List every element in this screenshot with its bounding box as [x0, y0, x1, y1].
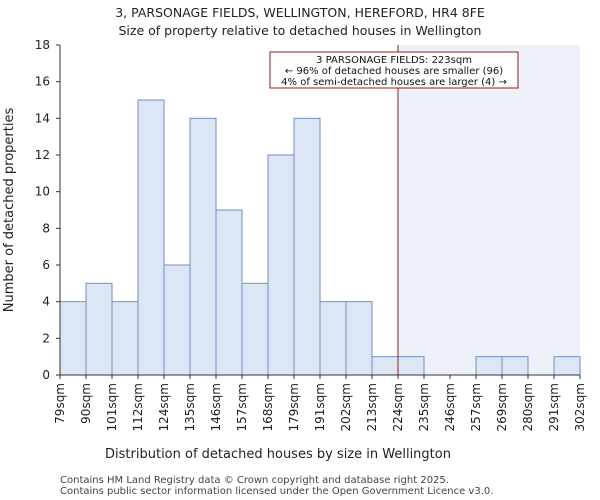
- x-tick-label: 90sqm: [79, 383, 93, 424]
- larger-properties-region: [398, 45, 580, 375]
- y-axis-ticks: 0 2 4 6 8 10 12 14 16 18: [35, 38, 60, 382]
- bar-146sqm: [215, 209, 243, 376]
- x-tick-label: 235sqm: [417, 383, 431, 431]
- y-tick-label: 0: [42, 368, 50, 382]
- annotation-border: [269, 51, 519, 89]
- x-tick-label: 168sqm: [261, 383, 275, 431]
- annotation-line-3: 4% of semi-detached houses are larger (4…: [281, 77, 507, 88]
- x-tick-label: 213sqm: [365, 383, 379, 431]
- y-tick-label: 12: [35, 148, 50, 162]
- bar-135sqm: [189, 117, 217, 376]
- x-tick-label: 191sqm: [313, 383, 327, 431]
- bar-90sqm: [85, 282, 113, 376]
- bar-79sqm: [59, 301, 87, 376]
- y-tick-label: 10: [35, 185, 50, 199]
- x-axis-ticks: 79sqm 90sqm 101sqm 112sqm 124sqm 135sqm 146sqm…: [53, 375, 587, 431]
- bar-124sqm: [163, 264, 191, 376]
- x-tick-label: 302sqm: [573, 383, 587, 431]
- y-tick-label: 6: [42, 258, 50, 272]
- annotation-line-1: 3 PARSONAGE FIELDS: 223sqm: [316, 55, 472, 66]
- x-tick-label: 202sqm: [339, 383, 353, 431]
- annotation-line-2: ← 96% of detached houses are smaller (96…: [285, 66, 503, 77]
- bar-291sqm: [553, 356, 581, 376]
- bar-101sqm: [111, 301, 139, 376]
- x-tick-label: 246sqm: [443, 383, 457, 431]
- bar-168sqm: [267, 154, 295, 376]
- x-tick-label: 112sqm: [131, 383, 145, 431]
- annotation-box: 3 PARSONAGE FIELDS: 223sqm ← 96% of deta…: [269, 51, 519, 89]
- chart-subtitle: Size of property relative to detached ho…: [119, 23, 482, 38]
- x-tick-label: 257sqm: [469, 383, 483, 431]
- y-tick-label: 2: [42, 331, 50, 345]
- x-tick-label: 101sqm: [105, 383, 119, 431]
- x-tick-label: 291sqm: [547, 383, 561, 431]
- x-tick-label: 124sqm: [157, 383, 171, 431]
- y-tick-label: 4: [42, 295, 50, 309]
- bars-group: [59, 99, 581, 376]
- footer-line-2: Contains public sector information licen…: [60, 486, 493, 497]
- bar-202sqm: [345, 301, 373, 376]
- x-tick-label: 280sqm: [521, 383, 535, 431]
- bar-157sqm: [241, 282, 269, 376]
- bar-179sqm: [293, 117, 321, 376]
- x-tick-label: 79sqm: [53, 383, 67, 424]
- y-tick-label: 14: [35, 111, 50, 125]
- x-tick-label: 135sqm: [183, 383, 197, 431]
- footer-line-1: Contains HM Land Registry data © Crown c…: [60, 475, 449, 486]
- x-tick-label: 157sqm: [235, 383, 249, 431]
- x-tick-label: 146sqm: [209, 383, 223, 431]
- bar-257sqm: [475, 356, 503, 376]
- x-axis-label: Distribution of detached houses by size …: [105, 447, 451, 462]
- y-tick-label: 18: [35, 38, 50, 52]
- chart-title: 3, PARSONAGE FIELDS, WELLINGTON, HEREFOR…: [115, 5, 485, 20]
- x-tick-label: 269sqm: [495, 383, 509, 431]
- bar-112sqm: [137, 99, 165, 376]
- y-tick-label: 8: [42, 221, 50, 235]
- bar-191sqm: [319, 301, 347, 376]
- y-axis-label: Number of detached properties: [2, 108, 17, 313]
- x-tick-label: 224sqm: [391, 383, 405, 431]
- y-tick-label: 16: [35, 75, 50, 89]
- bar-224sqm: [397, 356, 425, 376]
- bar-269sqm: [501, 356, 529, 376]
- bar-213sqm: [371, 356, 399, 376]
- x-tick-label: 179sqm: [287, 383, 301, 431]
